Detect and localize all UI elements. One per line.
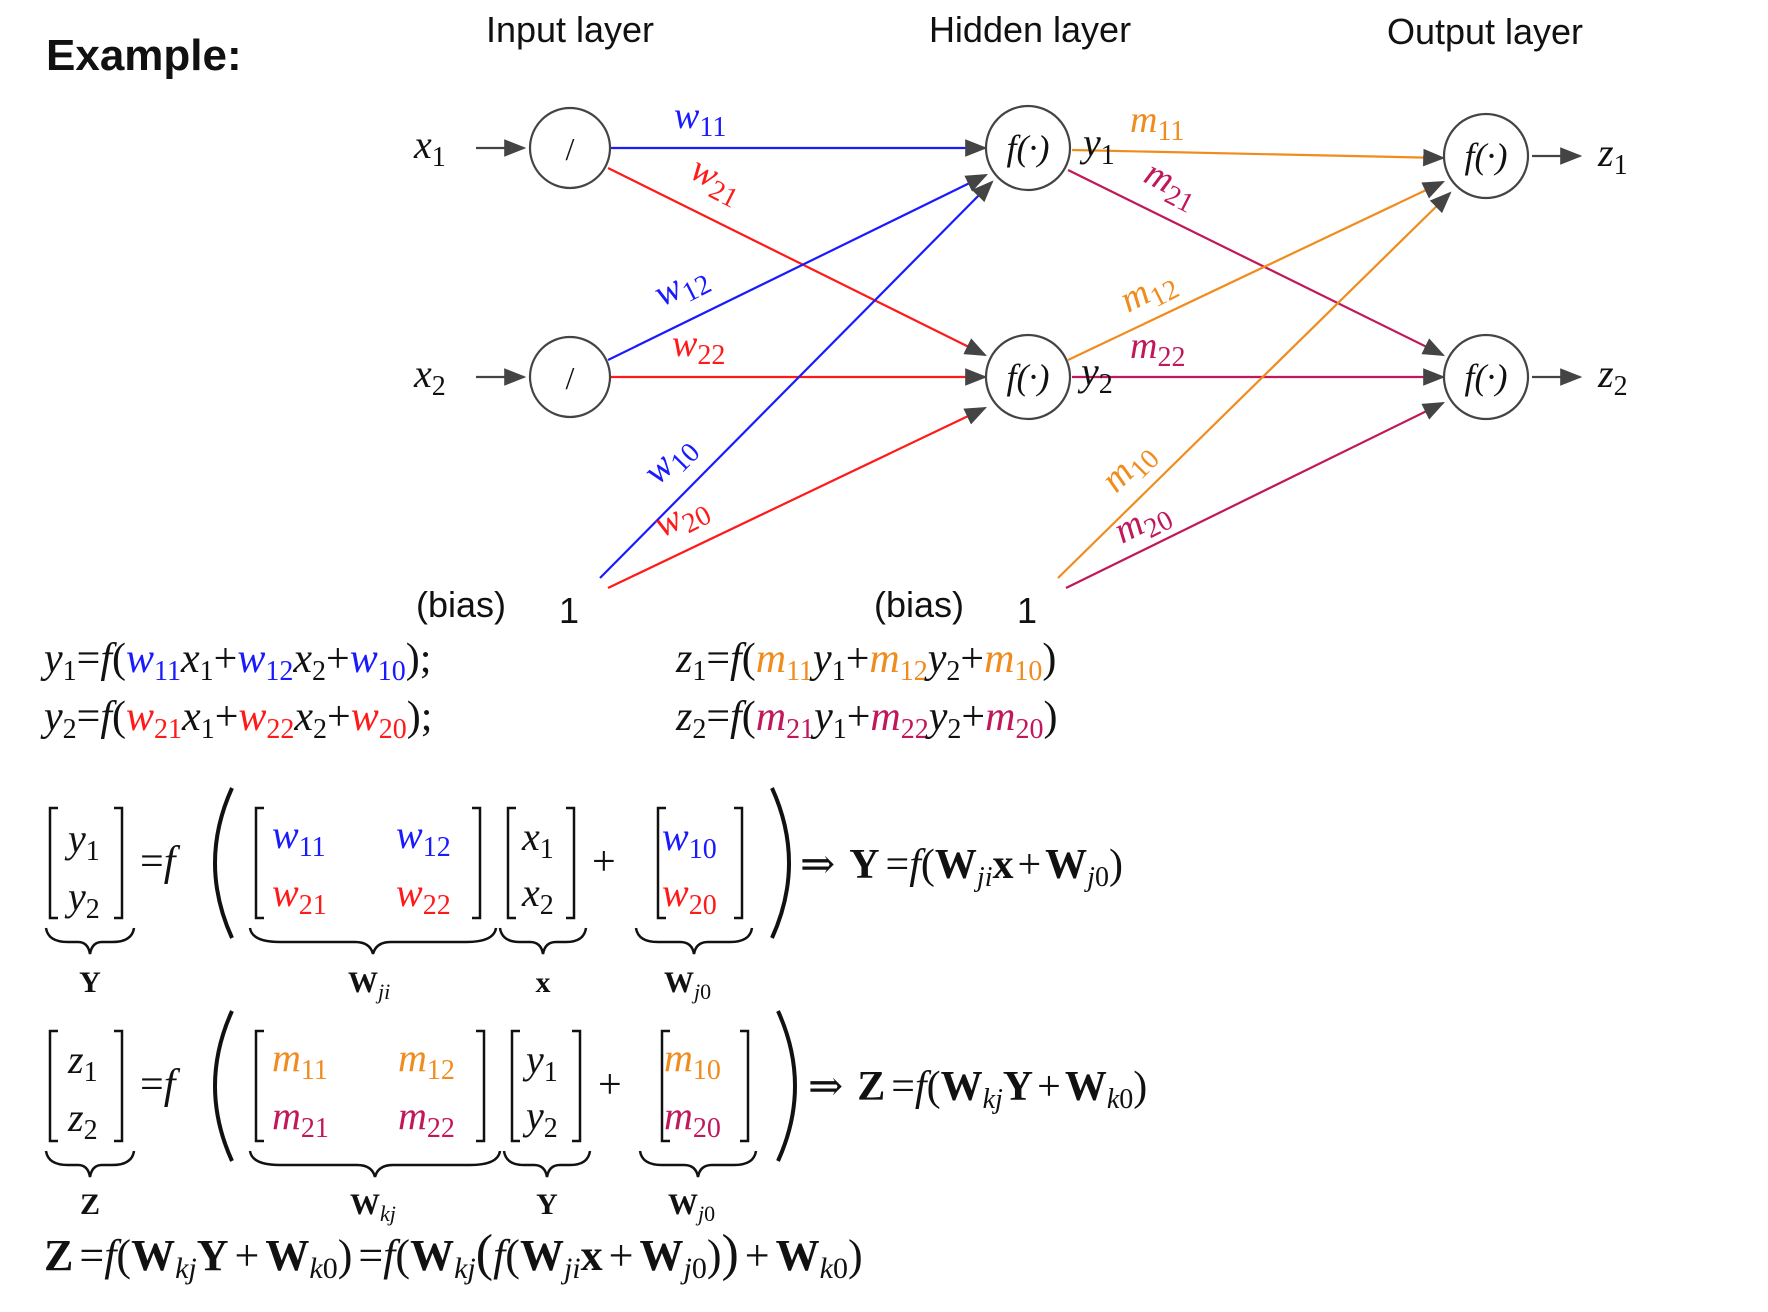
eq2-result: ⇒ Z =f(WkjY+Wk0) [808,1064,1147,1115]
m10-label: m10 [1093,431,1166,504]
x-vec-x2: x2 [521,870,554,921]
w12-label: w12 [647,253,716,320]
eq2-eqf: =f [140,1062,181,1108]
hidden-layer-label: Hidden layer [929,9,1131,50]
edge-w12 [607,174,988,361]
io-arrows [476,139,1583,386]
brace-label-x: x [536,966,551,999]
Wk0-m10: m10 [664,1035,721,1086]
z2-label: z2 [1597,351,1628,402]
matrix-equation-z: z1 z2 =f m11 m12 m21 m22 y1 y2 + m10 m20… [44,1010,1147,1226]
y1-label: y1 [1079,120,1115,171]
Y-vec-y1: y1 [64,816,100,867]
Wji-w22: w22 [396,870,451,921]
input-node-glyph: / [566,360,575,396]
bias-label-1: (bias) [416,584,506,625]
w11-label: w11 [674,95,726,143]
input-node-2: / [528,335,612,419]
edge-m12 [1067,181,1445,361]
Wkj-m21: m21 [272,1093,329,1144]
eq-z1: z1=f(m11y1+m12y2+m10) [675,636,1056,687]
input-node-glyph: / [566,131,575,167]
Wj0-w10: w10 [662,814,717,865]
x1-label: x1 [413,122,446,173]
input-node-1: / [528,106,612,190]
Wj0-w20: w20 [662,870,717,921]
edge-m21 [1067,169,1445,356]
eq-z2: z2=f(m21y1+m22y2+m20) [675,694,1057,745]
bias-value-1: 1 [559,590,579,631]
m11-label: m11 [1130,99,1184,147]
hidden-node-1: f(·) [984,104,1072,192]
matrix-equation-y: y1 y2 =f w11 w12 w21 w22 x1 x2 + w10 w20… [44,787,1123,1004]
eq1-plus: + [592,839,616,885]
Y-vec-y2: y2 [64,874,100,925]
eq1-eqf: =f [140,839,181,885]
input-layer-label: Input layer [486,9,654,50]
Y2-vec-y1: y1 [522,1037,558,1088]
Wji-w12: w12 [396,812,451,863]
Wji-w11: w11 [272,812,326,863]
edge-w20 [607,407,987,589]
Wkj-m12: m12 [398,1035,455,1086]
Wk0-m20: m20 [664,1093,721,1144]
Wkj-m11: m11 [272,1035,328,1086]
x2-label: x2 [413,351,446,402]
Wkj-m22: m22 [398,1093,455,1144]
hidden-node-2: f(·) [984,333,1072,421]
bias-value-2: 1 [1017,590,1037,631]
eq2-plus: + [598,1062,622,1108]
m22-label: m22 [1130,325,1185,373]
edge-m20 [1065,402,1445,589]
brace-label-Wji: Wji [348,966,390,1004]
edge-m11 [1071,148,1446,167]
edge-w21 [607,167,987,356]
y2-label: y2 [1077,349,1113,400]
eq-y2: y2=f(w21x1+w22x2+w20); [40,694,432,745]
brace-label-Y: Y [79,966,101,999]
final-equation: Z =f(WkjY + Wk0) =f(Wkj(f(Wjix + Wj0)) + Wk0) [44,1225,863,1285]
scalar-equations: y1=f(w11x1+w12x2+w10); y2=f(w21x1+w22x2+… [40,636,1057,745]
brace-label-Z: Z [80,1188,100,1221]
x-vec-x1: x1 [521,814,554,865]
eq1-result: ⇒ Y =f(Wjix+Wj0) [800,842,1123,893]
Z-vec-z2: z2 [67,1095,98,1146]
bias-label-2: (bias) [874,584,964,625]
brace-label-Wj0-2: Wj0 [668,1188,715,1226]
brace-label-Y2: Y [536,1188,558,1221]
output-node-1: f(·) [1442,112,1530,200]
w10-label: w10 [635,425,707,497]
activation-glyph: f(·) [1007,128,1050,168]
activation-glyph: f(·) [1007,357,1050,397]
example-heading: Example: [46,31,242,80]
eq-y1: y1=f(w11x1+w12x2+w10); [40,636,431,687]
Wji-w21: w21 [272,870,327,921]
connections [599,139,1452,589]
m20-label: m20 [1107,489,1178,557]
Y2-vec-y2: y2 [522,1093,558,1144]
edge-w10 [599,180,994,579]
brace-label-Wkj: Wkj [350,1188,396,1226]
output-layer-label: Output layer [1387,11,1583,52]
w21-label: w21 [681,148,750,215]
w22-label: w22 [672,323,725,371]
activation-glyph: f(·) [1465,357,1508,397]
activation-glyph: f(·) [1465,136,1508,176]
m12-label: m12 [1113,258,1184,326]
z1-label: z1 [1597,130,1628,181]
output-node-2: f(·) [1442,333,1530,421]
edge-m10 [1057,191,1452,579]
brace-label-Wj0: Wj0 [664,966,711,1004]
Z-vec-z1: z1 [67,1037,98,1088]
